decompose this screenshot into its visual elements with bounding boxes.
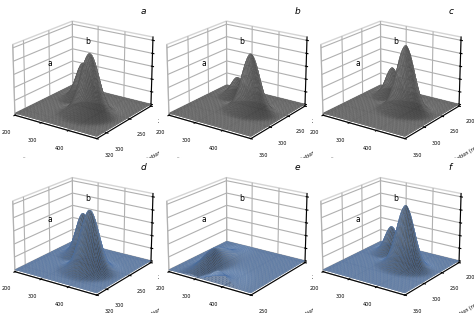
Y-axis label: Excitation (nm): Excitation (nm)	[447, 300, 474, 313]
Text: a: a	[48, 59, 53, 68]
Text: a: a	[202, 215, 207, 224]
Text: a: a	[356, 59, 361, 68]
Y-axis label: Excitation (nm): Excitation (nm)	[447, 144, 474, 167]
Text: b: b	[393, 194, 398, 203]
Text: e: e	[294, 163, 300, 172]
Text: a: a	[48, 215, 53, 224]
Text: b: b	[85, 37, 90, 46]
X-axis label: Emission
(nm): Emission (nm)	[174, 157, 198, 173]
Text: a: a	[140, 7, 146, 16]
Text: f: f	[448, 163, 452, 172]
Text: a: a	[202, 59, 207, 68]
Y-axis label: Excitation (nm): Excitation (nm)	[293, 144, 328, 167]
Y-axis label: Excitation (nm): Excitation (nm)	[139, 300, 173, 313]
Text: b: b	[239, 194, 244, 203]
Text: c: c	[448, 7, 454, 16]
X-axis label: Emission
(nm): Emission (nm)	[328, 157, 352, 173]
Text: d: d	[140, 163, 146, 172]
Text: b: b	[239, 37, 244, 46]
Text: a: a	[356, 215, 361, 224]
Text: b: b	[393, 37, 398, 46]
Text: b: b	[294, 7, 300, 16]
X-axis label: Emission
(nm): Emission (nm)	[20, 157, 44, 173]
Y-axis label: Excitation (nm): Excitation (nm)	[293, 300, 328, 313]
Text: b: b	[85, 194, 90, 203]
Y-axis label: Excitation (nm): Excitation (nm)	[139, 144, 173, 167]
